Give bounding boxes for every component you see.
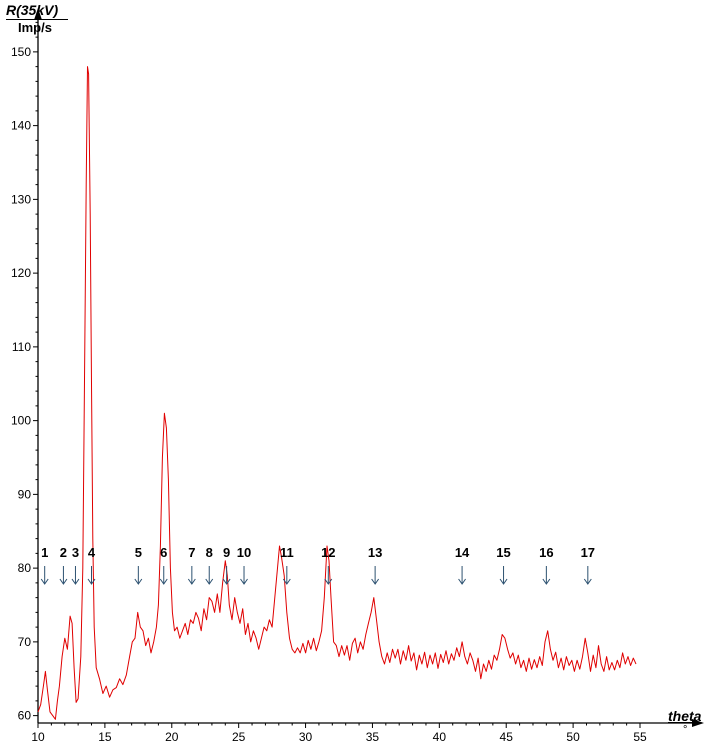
peak-marker: 14 — [455, 545, 470, 585]
peak-marker-label: 12 — [321, 545, 335, 560]
x-tick-label: 15 — [98, 730, 112, 744]
x-tick-label: 55 — [633, 730, 647, 744]
peak-marker-arrowhead — [542, 578, 551, 585]
peak-marker-arrowhead — [458, 578, 466, 585]
peak-marker: 9 — [222, 545, 231, 585]
x-tick-label: 30 — [299, 730, 313, 744]
peak-marker-label: 9 — [223, 545, 230, 560]
y-tick-label: 100 — [11, 414, 31, 428]
x-tick-label: 20 — [165, 730, 179, 744]
x-axis-label-bottom: ° — [683, 724, 688, 736]
y-tick-label: 80 — [18, 561, 32, 575]
peak-marker: 2 — [59, 545, 68, 585]
peak-marker-label: 3 — [72, 545, 79, 560]
peak-marker-label: 1 — [41, 545, 48, 560]
peak-marker-arrowhead — [134, 578, 143, 585]
peak-marker-label: 5 — [135, 545, 142, 560]
y-tick-label: 110 — [12, 340, 31, 354]
peak-marker-arrowhead — [499, 578, 508, 585]
peak-marker-arrowhead — [240, 578, 248, 585]
peak-markers: 1 2 3 4 5 6 7 8 9 10 11 12 13 14 15 16 17 — [40, 545, 595, 585]
peak-marker: 13 — [368, 545, 382, 585]
y-axis-label-top: R(35kV) — [6, 2, 59, 18]
peak-marker-arrowhead — [159, 578, 168, 585]
y-axis-label-bottom: Imp/s — [18, 20, 52, 35]
peak-marker-arrowhead — [87, 578, 96, 585]
y-tick-label: 130 — [11, 192, 31, 206]
peak-marker-arrowhead — [371, 578, 380, 585]
peak-marker: 7 — [187, 545, 196, 585]
peak-marker-label: 7 — [188, 545, 195, 560]
x-tick-label: 45 — [500, 730, 514, 744]
peak-marker: 8 — [205, 545, 214, 585]
peak-marker-arrowhead — [282, 578, 291, 585]
peak-marker: 4 — [87, 545, 96, 585]
peak-marker: 11 — [280, 545, 294, 585]
x-axis-label-top: theta — [668, 708, 702, 724]
x-tick-label: 40 — [433, 730, 447, 744]
peak-marker: 6 — [159, 545, 168, 585]
peak-marker: 3 — [71, 545, 80, 585]
x-axis-arrowhead — [692, 719, 704, 727]
peak-marker: 5 — [134, 545, 143, 585]
peak-marker-label: 2 — [60, 545, 67, 560]
peak-marker: 16 — [539, 545, 554, 585]
peak-marker-label: 15 — [496, 545, 510, 560]
peak-marker-arrowhead — [324, 578, 333, 585]
x-tick-label: 35 — [366, 730, 380, 744]
peak-marker-label: 17 — [581, 545, 595, 560]
peak-marker-arrowhead — [71, 578, 80, 585]
y-axis-label-divider — [6, 19, 68, 20]
peak-marker-arrowhead — [59, 578, 68, 585]
y-tick-label: 140 — [11, 119, 31, 133]
peak-marker-arrowhead — [205, 578, 214, 585]
peak-marker: 10 — [237, 545, 251, 585]
x-tick-label: 25 — [232, 730, 246, 744]
peak-marker-label: 16 — [539, 545, 553, 560]
peak-marker-arrowhead — [222, 578, 231, 585]
chart-series — [37, 66, 637, 720]
x-tick-label: 50 — [566, 730, 580, 744]
peak-marker: 1 — [40, 545, 49, 585]
y-tick-label: 150 — [11, 45, 31, 59]
peak-marker: 12 — [321, 545, 336, 585]
series-line — [37, 66, 637, 720]
y-tick-label: 90 — [18, 487, 32, 501]
peak-marker-label: 10 — [237, 545, 251, 560]
peak-marker-label: 4 — [88, 545, 96, 560]
peak-marker: 17 — [581, 545, 595, 585]
peak-marker-label: 8 — [206, 545, 213, 560]
peak-marker-label: 13 — [368, 545, 382, 560]
peak-marker-label: 14 — [455, 545, 470, 560]
y-axis-arrowhead — [34, 8, 42, 20]
peak-marker-arrowhead — [40, 578, 49, 585]
peak-marker-arrowhead — [187, 578, 196, 585]
y-tick-label: 120 — [11, 266, 31, 280]
peak-marker: 15 — [496, 545, 511, 585]
peak-marker-label: 6 — [160, 545, 167, 560]
peak-marker-label: 11 — [280, 545, 294, 560]
y-tick-label: 70 — [18, 635, 32, 649]
x-tick-label: 10 — [31, 730, 45, 744]
y-tick-label: 60 — [18, 709, 32, 723]
peak-marker-arrowhead — [583, 578, 592, 585]
